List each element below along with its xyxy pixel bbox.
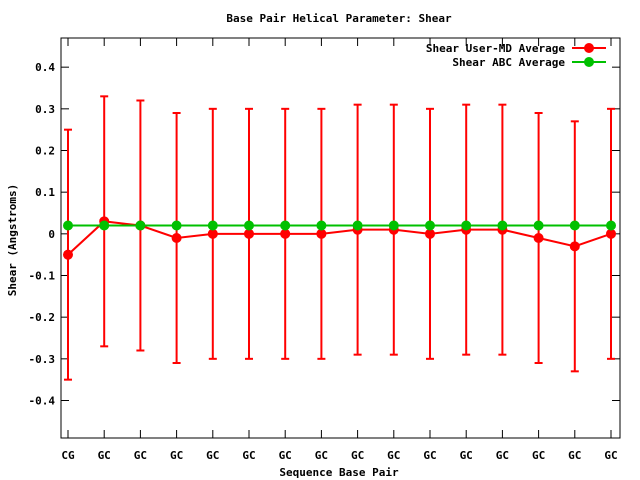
- data-point: [280, 220, 291, 231]
- data-point: [533, 233, 544, 243]
- data-point: [244, 228, 254, 239]
- series-layer: [63, 95, 616, 381]
- data-point: [207, 228, 218, 239]
- data-point: [352, 220, 363, 231]
- y-axis-label: Shear (Angstroms): [6, 184, 19, 297]
- y-tick-label: -0.1: [29, 270, 56, 283]
- data-point: [135, 220, 146, 231]
- y-tick-label: 0.3: [35, 103, 55, 116]
- data-point: [497, 220, 508, 231]
- series-2: [63, 220, 616, 231]
- y-tick-label: 0: [48, 228, 55, 241]
- data-point: [99, 220, 110, 231]
- x-tick-label: GC: [387, 449, 400, 462]
- data-point: [316, 228, 327, 239]
- x-tick-label: GC: [98, 449, 111, 462]
- data-point: [425, 220, 435, 231]
- data-point: [569, 241, 580, 252]
- data-point: [207, 220, 218, 231]
- x-axis-ticks: CG GC GC GC GC GC GC GC GC GC GC GC GC GC GC GC: [61, 38, 618, 462]
- data-point: [533, 220, 544, 231]
- y-tick-label: -0.4: [29, 395, 56, 408]
- x-tick-label: GC: [315, 449, 328, 462]
- x-tick-label: GC: [134, 449, 147, 462]
- data-point: [461, 220, 472, 231]
- x-tick-label: GC: [242, 449, 255, 462]
- legend-label: Shear ABC Average: [452, 56, 565, 69]
- x-tick-label: GC: [532, 449, 545, 462]
- legend-swatch-point: [584, 57, 594, 67]
- data-point: [316, 220, 327, 231]
- x-tick-label: GC: [206, 449, 219, 462]
- data-point: [388, 220, 399, 231]
- y-tick-label: -0.2: [29, 311, 56, 324]
- data-point: [569, 220, 580, 231]
- legend-swatch-point: [584, 43, 594, 53]
- x-tick-label: GC: [423, 449, 436, 462]
- data-point: [280, 228, 291, 239]
- x-tick-label: GC: [351, 449, 364, 462]
- x-tick-label: GC: [460, 449, 473, 462]
- data-point: [171, 220, 182, 231]
- series-1: [63, 95, 616, 381]
- data-point: [63, 249, 73, 260]
- y-tick-label: -0.3: [29, 353, 56, 366]
- y-tick-label: 0.4: [35, 61, 55, 74]
- data-point: [425, 228, 435, 239]
- x-tick-label: GC: [170, 449, 183, 462]
- data-point: [171, 233, 182, 243]
- data-point: [244, 220, 254, 231]
- x-axis-label: Sequence Base Pair: [279, 466, 399, 479]
- x-tick-label: GC: [568, 449, 581, 462]
- y-tick-label: 0.2: [35, 145, 55, 158]
- series-line: [67, 220, 612, 256]
- x-tick-label: GC: [604, 449, 617, 462]
- legend-label: Shear User-MD Average: [426, 42, 565, 55]
- x-tick-label: GC: [496, 449, 509, 462]
- data-point: [606, 220, 616, 231]
- x-tick-label: CG: [61, 449, 75, 462]
- y-tick-label: 0.1: [35, 186, 55, 199]
- x-tick-label: GC: [279, 449, 292, 462]
- plot-frame: [60, 37, 621, 439]
- data-point: [606, 228, 616, 239]
- chart-title: Base Pair Helical Parameter: Shear: [226, 12, 452, 25]
- data-point: [63, 220, 73, 231]
